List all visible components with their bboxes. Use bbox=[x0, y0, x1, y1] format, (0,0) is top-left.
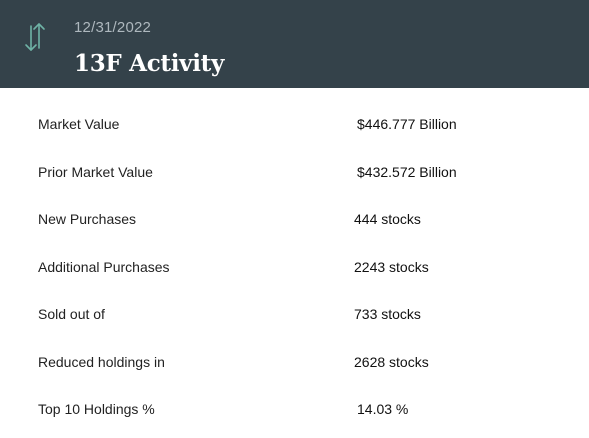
row-label: Sold out of bbox=[38, 306, 105, 322]
row-label: Additional Purchases bbox=[38, 258, 170, 275]
arrows-up-down-icon bbox=[25, 23, 45, 51]
page-title: 13F Activity bbox=[74, 50, 225, 77]
row-value: 2628 stocks bbox=[354, 353, 429, 370]
row-label: New Purchases bbox=[38, 211, 137, 227]
row-value: 14.03 % bbox=[357, 401, 409, 417]
row-new-purchases: New Purchases 444 stocks bbox=[0, 196, 589, 244]
row-top-10-holdings: Top 10 Holdings % 14.03 % bbox=[0, 386, 589, 434]
row-value: 733 stocks bbox=[354, 306, 421, 322]
activity-table: Market Value $446.777 Billion Prior Mark… bbox=[0, 101, 589, 434]
row-prior-market-value: Prior Market Value $432.572 Billion bbox=[0, 149, 589, 197]
row-label: Reduced holdings in bbox=[38, 353, 165, 370]
row-value: $432.572 Billion bbox=[357, 163, 457, 180]
activity-header: 12/31/2022 13F Activity bbox=[0, 0, 589, 88]
row-reduced-holdings: Reduced holdings in 2628 stocks bbox=[0, 339, 589, 387]
row-value: $446.777 Billion bbox=[357, 116, 457, 132]
row-market-value: Market Value $446.777 Billion bbox=[0, 101, 589, 149]
report-date: 12/31/2022 bbox=[74, 19, 152, 36]
row-label: Prior Market Value bbox=[38, 163, 153, 180]
row-sold-out: Sold out of 733 stocks bbox=[0, 291, 589, 339]
row-additional-purchases: Additional Purchases 2243 stocks bbox=[0, 244, 589, 292]
row-value: 444 stocks bbox=[354, 211, 421, 227]
row-value: 2243 stocks bbox=[354, 258, 429, 275]
row-label: Top 10 Holdings % bbox=[38, 401, 155, 417]
row-label: Market Value bbox=[38, 116, 120, 132]
